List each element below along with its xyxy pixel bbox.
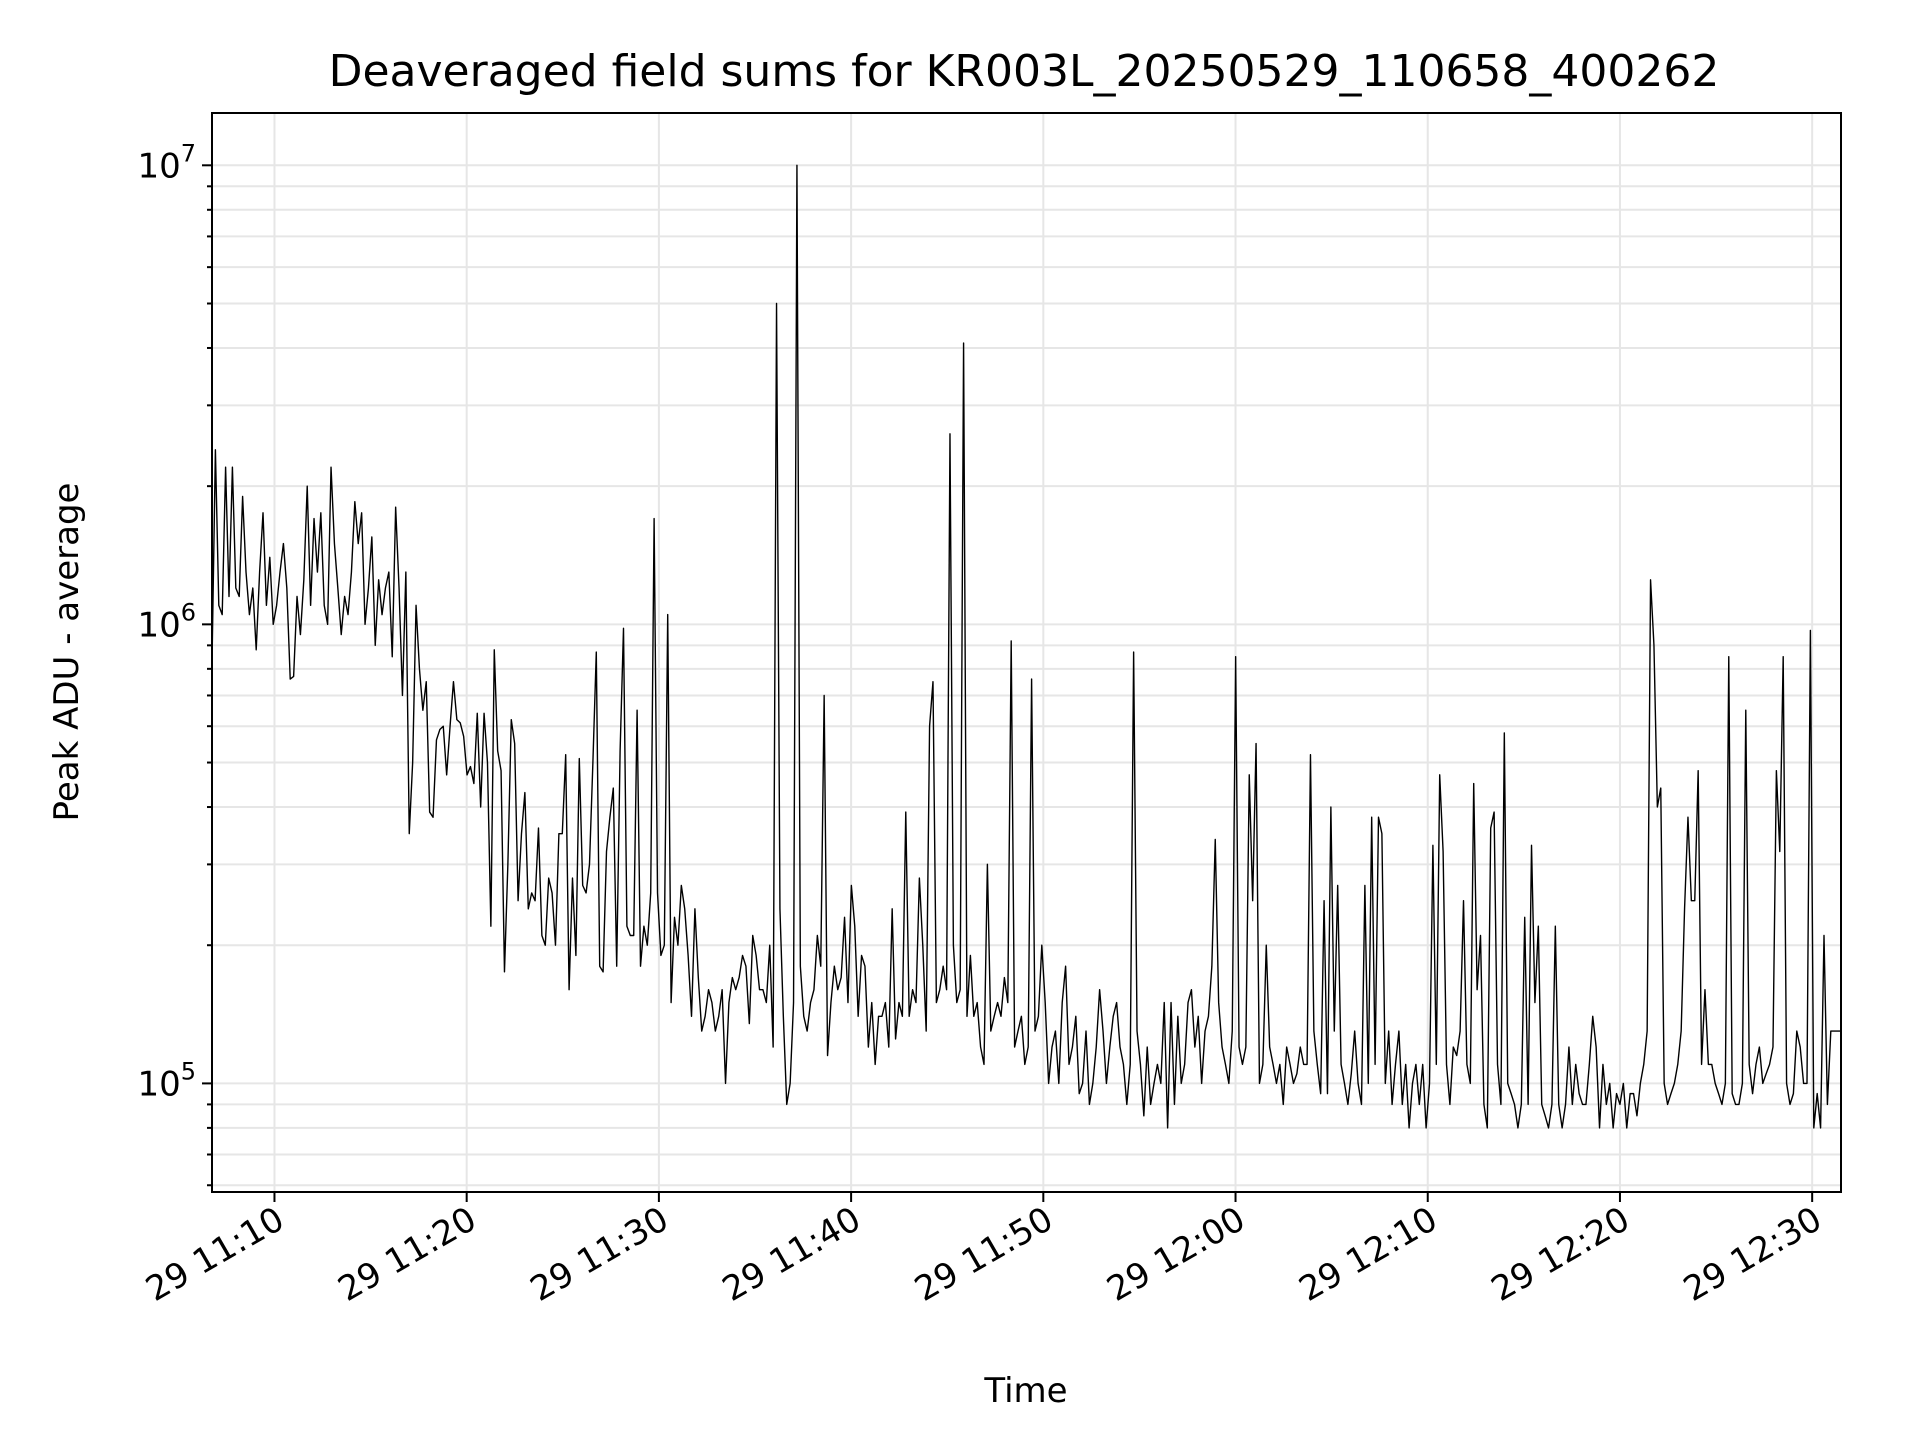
chart-title: Deaveraged field sums for KR003L_2025052… xyxy=(329,46,1720,97)
y-axis-label: Peak ADU - average xyxy=(47,483,87,822)
plot-frame xyxy=(211,112,1842,1193)
plot-area xyxy=(211,164,1841,1129)
series-line xyxy=(211,164,1841,1129)
y-tick-label: 107 xyxy=(137,139,196,186)
y-tick-label: 106 xyxy=(137,598,196,645)
y-tick-label: 105 xyxy=(137,1057,196,1104)
x-axis-label: Time xyxy=(983,1371,1067,1411)
y-axis: 105 106 107 xyxy=(137,139,212,1187)
grid-lines xyxy=(212,113,1841,1192)
